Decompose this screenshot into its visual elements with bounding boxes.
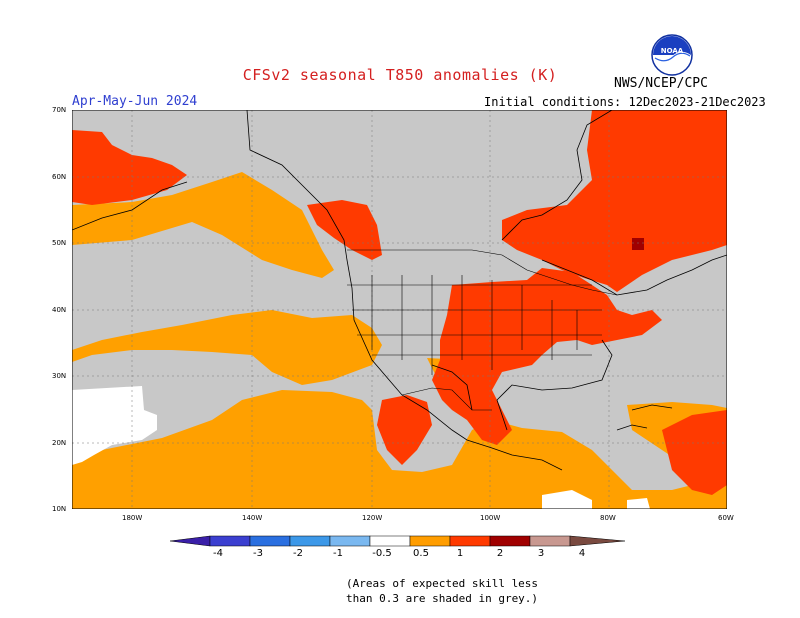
colorbar-swatch: [489, 535, 531, 547]
colorbar-arrow-left: [170, 535, 211, 547]
lon-label: 140W: [242, 514, 263, 522]
colorbar-swatch: [329, 535, 371, 547]
colorbar-arrow-right: [569, 535, 626, 547]
lon-label: 180W: [122, 514, 143, 522]
colorbar-label: 3: [537, 548, 545, 559]
agency-label: NWS/NCEP/CPC: [614, 76, 708, 91]
colorbar-label: -3: [253, 548, 263, 559]
lat-label: 70N: [52, 106, 67, 114]
skill-note: (Areas of expected skill less than 0.3 a…: [346, 576, 538, 606]
coastlines: [72, 110, 727, 471]
lon-label: 120W: [362, 514, 383, 522]
colorbar-swatch: [209, 535, 251, 547]
lon-label: 80W: [600, 514, 616, 522]
colorbar: [170, 535, 626, 547]
lat-label: 10N: [52, 505, 67, 513]
anomaly-darkred-spot: [632, 238, 644, 250]
skill-note-line: (Areas of expected skill less: [346, 577, 539, 590]
anomaly-map: [72, 110, 727, 509]
colorbar-swatch: [409, 535, 451, 547]
noaa-logo-icon: NOAA: [651, 34, 693, 76]
skill-note-line: than 0.3 are shaded in grey.): [346, 592, 539, 605]
colorbar-label: -2: [293, 548, 303, 559]
colorbar-label: -4: [213, 548, 223, 559]
colorbar-swatch: [369, 535, 411, 547]
colorbar-label: 0.5: [413, 548, 429, 559]
lon-label: 100W: [480, 514, 501, 522]
lon-label: 60W: [718, 514, 734, 522]
lat-label: 50N: [52, 239, 67, 247]
colorbar-swatch: [289, 535, 331, 547]
colorbar-swatch: [449, 535, 491, 547]
lat-label: 20N: [52, 439, 67, 447]
political-borders: [347, 249, 618, 411]
colorbar-swatch: [529, 535, 571, 547]
lat-label: 60N: [52, 173, 67, 181]
colorbar-swatch: [249, 535, 291, 547]
colorbar-label: 4: [578, 548, 586, 559]
lat-label: 30N: [52, 372, 67, 380]
graticule: [72, 110, 727, 509]
initial-conditions-label: Initial conditions: 12Dec2023-21Dec2023: [484, 95, 766, 109]
colorbar-label: -0.5: [372, 548, 392, 559]
colorbar-label: 1: [456, 548, 464, 559]
anomaly-red-regions: [72, 110, 727, 495]
colorbar-label: -1: [333, 548, 343, 559]
svg-text:NOAA: NOAA: [661, 47, 684, 55]
colorbar-label: 2: [496, 548, 504, 559]
season-label: Apr-May-Jun 2024: [72, 94, 198, 109]
map-title: CFSv2 seasonal T850 anomalies (K): [242, 66, 558, 84]
lat-label: 40N: [52, 306, 67, 314]
anomaly-white-regions: [72, 386, 650, 509]
